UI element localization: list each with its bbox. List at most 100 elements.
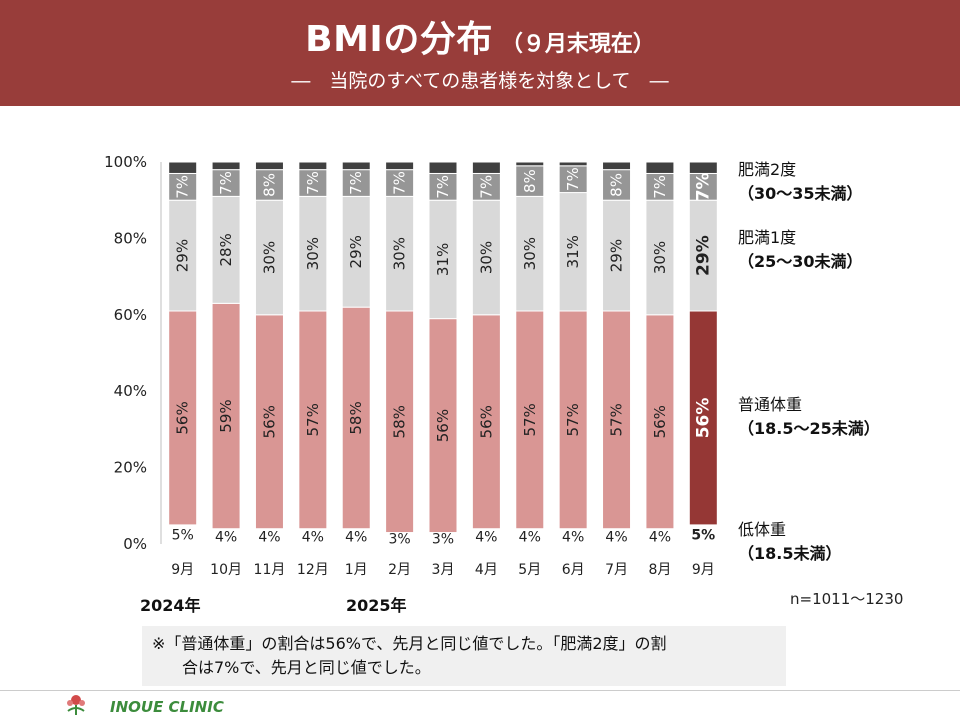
legend-normal-name: 普通体重: [738, 395, 803, 414]
y-tick-label: 100%: [104, 153, 147, 171]
bar-segment: [688, 199, 718, 312]
data-label: 4%: [605, 529, 627, 545]
bar-segment: [471, 161, 501, 174]
data-label: 5%: [172, 527, 194, 543]
clinic-logo-icon: [67, 695, 85, 715]
bar-segment: [471, 199, 501, 316]
legend-normal: 普通体重 （18.5～25未満）: [738, 393, 880, 441]
data-label: 31%: [564, 235, 582, 268]
bar-segment: [645, 172, 675, 201]
bmi-stacked-bar-chart: 0% 20% 40% 60% 80% 100% 5% 56% 29% 7% 9月 4% 59% 28% 7%…: [104, 153, 718, 578]
y-tick-label: 40%: [114, 382, 147, 400]
legend-low-name: 低体重: [738, 520, 787, 539]
data-label: 8%: [608, 173, 626, 197]
clinic-logo-text: INOUE CLINIC: [110, 698, 224, 716]
bar-segment: [298, 195, 328, 312]
bar-segment: [254, 161, 284, 171]
data-label: 56%: [174, 401, 192, 434]
category-label: 1月: [345, 562, 368, 578]
data-label: 3%: [432, 531, 454, 547]
bar-segment: [298, 310, 328, 530]
year-label-2025: 2025年: [346, 596, 407, 615]
bar-segment: [428, 172, 458, 201]
bar-segment: [602, 161, 632, 171]
note-line-1: ※「普通体重」の割合は56%で、先月と同じ値でした。「肥満2度」の割: [152, 634, 667, 653]
category-label: 3月: [432, 562, 455, 578]
data-label: 57%: [608, 403, 626, 436]
bar-segment: [515, 310, 545, 530]
bar-segment: [341, 169, 371, 197]
data-label: 7%: [477, 175, 495, 199]
data-label: 56%: [477, 405, 495, 438]
bar-segment: [211, 161, 241, 171]
data-label: 4%: [519, 529, 541, 545]
data-label: 4%: [302, 529, 324, 545]
legend-normal-range: （18.5～25未満）: [738, 419, 880, 438]
bar-segment: [688, 161, 718, 174]
bar-segment: [341, 195, 371, 308]
category-label: 7月: [605, 562, 628, 578]
data-label: 4%: [345, 529, 367, 545]
legend-obese2-range: （30～35未満）: [738, 184, 863, 203]
data-label: 4%: [258, 529, 280, 545]
category-label: 10月: [210, 562, 242, 578]
data-label: 57%: [304, 403, 322, 436]
data-label: 59%: [217, 399, 235, 432]
page-title: BMIの分布 （９月末現在）: [0, 10, 960, 62]
category-label: 9月: [692, 562, 715, 578]
bar-segment: [515, 161, 545, 167]
data-label: 7%: [217, 171, 235, 195]
bar-segment: [558, 161, 588, 167]
data-label: 4%: [475, 529, 497, 545]
data-label: 7%: [347, 171, 365, 195]
data-label: 5%: [691, 527, 715, 543]
data-label: 7%: [174, 175, 192, 199]
bar-segment: [688, 310, 718, 526]
data-label: 7%: [693, 172, 713, 201]
bar-segment: [558, 192, 588, 312]
bar-segment: [211, 169, 241, 197]
data-label: 3%: [389, 531, 411, 547]
data-label: 29%: [693, 235, 713, 276]
data-label: 7%: [304, 171, 322, 195]
data-label: 8%: [521, 169, 539, 193]
bar-segment: [298, 169, 328, 197]
bar-segment: [341, 306, 371, 530]
data-label: 29%: [347, 235, 365, 268]
bar-segment: [254, 169, 284, 201]
data-label: 30%: [260, 241, 278, 274]
data-label: 57%: [564, 403, 582, 436]
data-label: 29%: [174, 239, 192, 272]
legend-obese1-range: （25～30未満）: [738, 252, 863, 271]
bar-segment: [168, 172, 198, 201]
data-label: 30%: [521, 237, 539, 270]
data-label: 30%: [304, 237, 322, 270]
data-label: 56%: [651, 405, 669, 438]
note-line-2: 合は7%で、先月と同じ値でした。: [182, 658, 431, 677]
category-label: 11月: [254, 562, 286, 578]
data-label: 30%: [651, 241, 669, 274]
data-label: 30%: [391, 237, 409, 270]
bar-segment: [385, 161, 415, 171]
data-label: 7%: [564, 167, 582, 191]
data-label: 7%: [651, 175, 669, 199]
footer-divider: [0, 690, 960, 691]
y-tick-label: 0%: [123, 535, 147, 553]
page-subtitle: ― 当院のすべての患者様を対象として ―: [291, 70, 669, 92]
data-label: 57%: [521, 403, 539, 436]
bar-segment: [645, 314, 675, 530]
legend-obese1: 肥満1度 （25～30未満）: [738, 226, 863, 274]
bar-segment: [645, 161, 675, 174]
data-label: 58%: [347, 401, 365, 434]
data-label: 4%: [649, 529, 671, 545]
year-label-2024: 2024年: [140, 596, 201, 615]
data-label: 28%: [217, 233, 235, 266]
data-label: 7%: [391, 171, 409, 195]
bar-segment: [428, 199, 458, 320]
data-label: 30%: [477, 241, 495, 274]
bar-segment: [428, 318, 458, 534]
legend-obese2: 肥満2度 （30～35未満）: [738, 158, 863, 206]
category-label: 9月: [171, 562, 194, 578]
data-label: 56%: [434, 409, 452, 442]
data-label: 56%: [693, 398, 713, 439]
